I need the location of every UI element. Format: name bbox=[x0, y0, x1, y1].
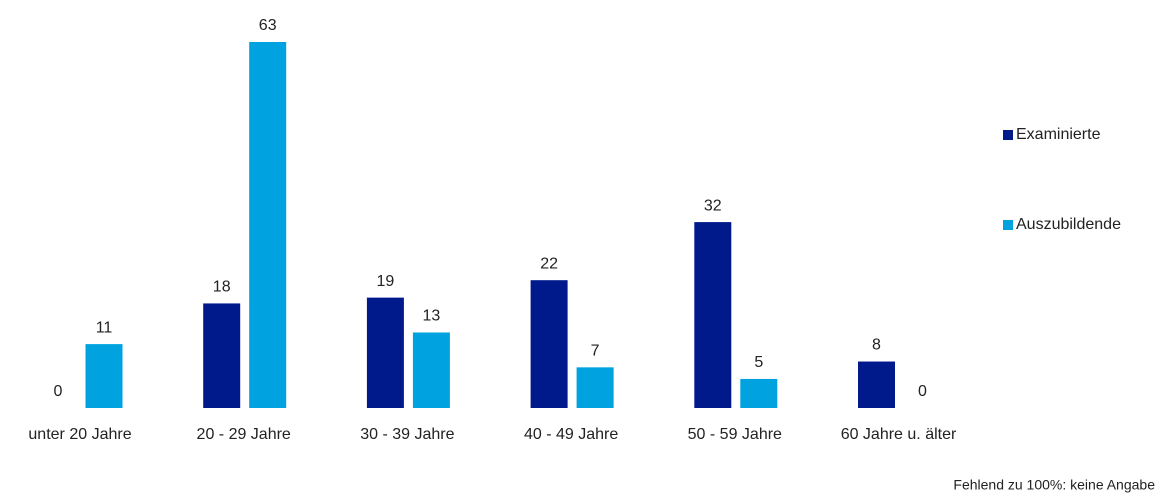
x-tick-label: 40 - 49 Jahre bbox=[524, 426, 618, 443]
value-label: 22 bbox=[540, 255, 558, 272]
value-label: 11 bbox=[96, 319, 113, 336]
legend-label: Examinierte bbox=[1016, 126, 1101, 143]
bar bbox=[249, 42, 287, 408]
bar bbox=[576, 367, 614, 408]
bar bbox=[85, 344, 123, 408]
bar bbox=[366, 297, 404, 408]
legend-swatch bbox=[1003, 220, 1013, 230]
value-label: 13 bbox=[423, 308, 441, 325]
legend-swatch bbox=[1003, 130, 1013, 140]
value-label: 0 bbox=[54, 383, 63, 400]
x-tick-label: 60 Jahre u. älter bbox=[841, 426, 957, 443]
bar bbox=[858, 361, 895, 408]
bar bbox=[530, 280, 568, 408]
x-tick-label: 30 - 39 Jahre bbox=[360, 426, 454, 443]
bar bbox=[412, 332, 450, 408]
legend-label: Auszubildende bbox=[1016, 216, 1121, 233]
value-label: 7 bbox=[591, 343, 600, 360]
x-tick-label: 20 - 29 Jahre bbox=[197, 426, 291, 443]
bar bbox=[694, 222, 732, 408]
value-label: 32 bbox=[704, 197, 722, 214]
x-tick-label: unter 20 Jahre bbox=[28, 426, 131, 443]
value-label: 0 bbox=[918, 383, 927, 400]
value-label: 5 bbox=[754, 354, 763, 371]
value-label: 63 bbox=[259, 17, 277, 34]
bar bbox=[203, 303, 241, 408]
bar bbox=[740, 378, 778, 408]
footnote: Fehlend zu 100%: keine Angabe bbox=[953, 477, 1155, 493]
x-tick-label: 50 - 59 Jahre bbox=[688, 426, 782, 443]
value-label: 19 bbox=[377, 273, 395, 290]
value-label: 8 bbox=[872, 337, 881, 354]
value-label: 18 bbox=[213, 279, 231, 296]
